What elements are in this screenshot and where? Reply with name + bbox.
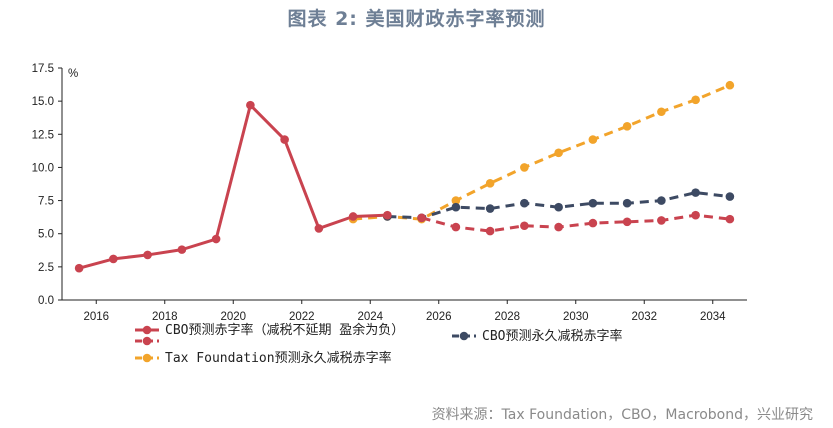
y-tick-label: 12.5 — [32, 129, 54, 141]
source-note: 资料来源：Tax Foundation，CBO，Macrobond，兴业研究 — [431, 407, 813, 423]
data-point-series-3 — [520, 198, 529, 208]
series-layer — [74, 80, 735, 273]
data-point-series-2 — [520, 221, 529, 231]
data-point-series-4 — [622, 122, 632, 131]
x-tick-label: 2026 — [426, 311, 452, 323]
series-line-2 — [421, 213, 731, 233]
data-point-series-4 — [485, 179, 495, 188]
data-point-series-2 — [451, 222, 461, 232]
data-point-series-4 — [691, 95, 700, 105]
y-axis-unit: % — [68, 68, 78, 80]
data-point-series-2 — [554, 222, 563, 232]
legend-label: Tax Foundation预测永久减税赤字率 — [165, 350, 392, 366]
data-point-series-3 — [451, 202, 461, 212]
data-point-series-3 — [691, 188, 700, 197]
data-point-series-3 — [485, 204, 495, 213]
data-point-series-2 — [417, 213, 426, 223]
data-point-series-2 — [725, 214, 735, 224]
x-tick-label: 2032 — [631, 311, 657, 323]
y-tick-label: 2.5 — [38, 262, 54, 274]
data-point-series-3 — [657, 196, 666, 205]
data-point-series-2 — [485, 226, 495, 236]
y-tick-label: 0.0 — [38, 295, 54, 307]
data-point-series-4 — [588, 135, 598, 144]
y-tick-label: 5.0 — [38, 229, 54, 241]
legend-swatch-marker — [142, 336, 152, 346]
series-line-1 — [78, 103, 388, 270]
legend-swatch-marker — [459, 331, 469, 341]
data-point-series-2 — [588, 218, 598, 228]
y-tick-label: 15.0 — [32, 96, 54, 108]
axes: 0.0 2.5 5.0 7.5 10.0 12.5 15.0 17.5 % 2016 2018 202… — [32, 63, 747, 323]
y-tick-label: 10.0 — [32, 162, 54, 174]
data-point-series-1 — [348, 212, 358, 221]
data-point-series-3 — [725, 192, 735, 201]
legend-swatch-marker — [142, 325, 152, 335]
series-line-4 — [353, 83, 731, 221]
data-point-series-3 — [588, 198, 598, 208]
data-point-series-4 — [554, 148, 563, 158]
legend: CBO预测赤字率（减税不延期 盈余为负） CBO预测永久减税赤字率 Tax Foun… — [135, 322, 622, 366]
data-point-series-1 — [280, 135, 289, 144]
x-tick-label: 2024 — [357, 311, 383, 323]
legend-label: CBO预测永久减税赤字率 — [482, 328, 622, 344]
data-point-series-1 — [74, 263, 84, 273]
data-point-series-2 — [657, 216, 666, 225]
data-point-series-1 — [246, 100, 255, 110]
data-point-series-1 — [314, 224, 324, 233]
y-tick-label: 7.5 — [38, 196, 54, 208]
chart-title: 图表 2: 美国财政赤字率预测 — [287, 8, 546, 30]
x-tick-label: 2016 — [83, 311, 109, 323]
x-tick-label: 2034 — [700, 311, 726, 323]
data-point-series-2 — [691, 210, 700, 220]
data-point-series-4 — [520, 163, 529, 172]
data-point-series-3 — [554, 202, 563, 212]
x-tick-label: 2018 — [152, 311, 178, 323]
data-point-series-4 — [725, 80, 735, 90]
y-tick-label: 17.5 — [32, 63, 54, 75]
data-point-series-1 — [143, 250, 152, 260]
data-point-series-2 — [622, 217, 632, 227]
data-point-series-4 — [657, 107, 666, 117]
data-point-series-1 — [383, 210, 392, 220]
data-point-series-1 — [211, 234, 221, 244]
x-tick-label: 2030 — [563, 311, 589, 323]
data-point-series-1 — [177, 245, 187, 254]
data-point-series-3 — [622, 198, 632, 208]
x-tick-label: 2022 — [289, 311, 315, 323]
legend-label: CBO预测赤字率（减税不延期 盈余为负） — [165, 322, 404, 338]
legend-swatch-marker — [142, 353, 152, 363]
data-point-series-4 — [451, 196, 461, 205]
x-tick-label: 2020 — [220, 311, 246, 323]
data-point-series-1 — [109, 254, 118, 264]
x-tick-label: 2028 — [494, 311, 520, 323]
